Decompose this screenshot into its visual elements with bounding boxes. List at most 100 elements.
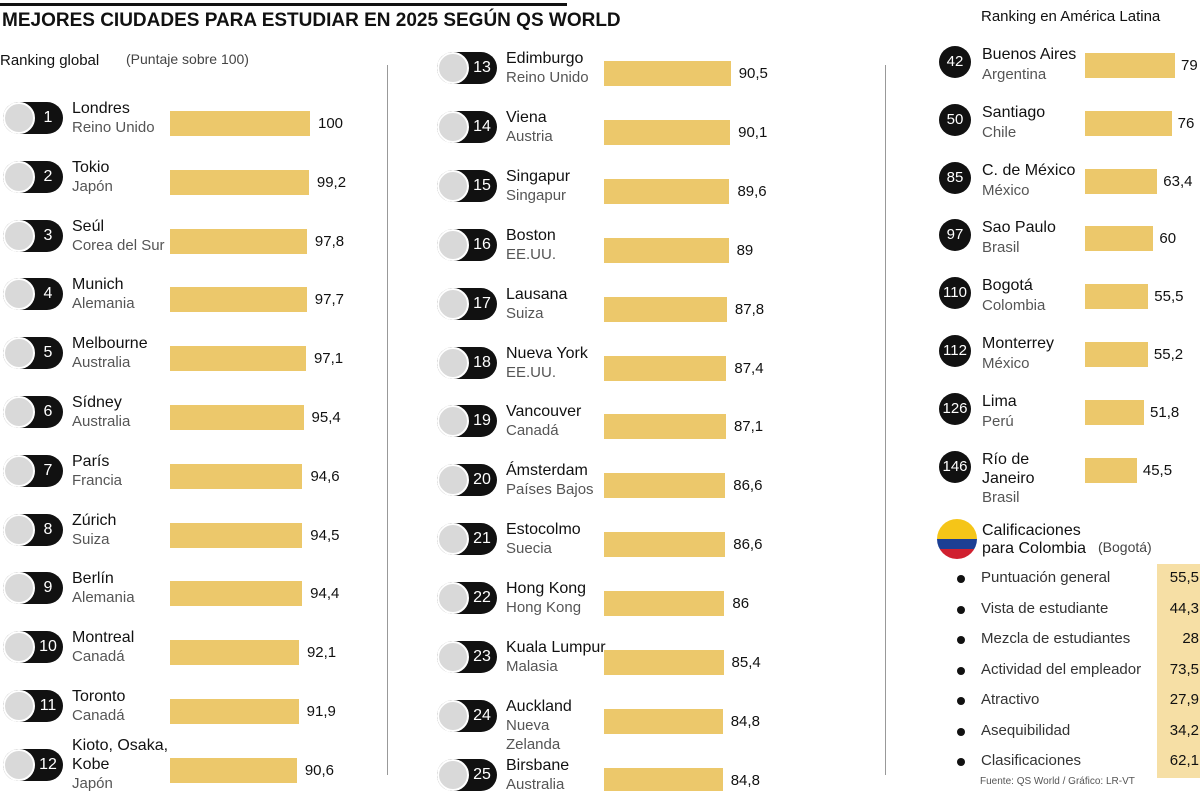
value-label: 79 — [1181, 57, 1198, 74]
rank-circle — [939, 277, 971, 310]
country: Países Bajos — [506, 481, 594, 499]
rank: 12 — [39, 755, 57, 773]
value-label: 94,6 — [310, 467, 340, 485]
flag — [437, 464, 469, 497]
country: Suiza — [72, 530, 110, 548]
country: Canadá — [506, 422, 559, 440]
bar — [1085, 342, 1148, 367]
country: Brasil — [982, 488, 1020, 506]
country: Francia — [72, 471, 123, 489]
value-label: 85,4 — [731, 654, 761, 671]
rank: 4 — [43, 285, 53, 303]
bar — [170, 757, 297, 783]
country: Reino Unido — [72, 119, 155, 136]
source: Fuente: QS World / Gráfico: LR-VT — [980, 776, 1135, 787]
rank-circle — [939, 450, 971, 483]
score-value: 28 — [1182, 630, 1199, 647]
colombia-note: (Bogotá) — [1098, 539, 1152, 555]
value-label: 86,6 — [733, 536, 763, 554]
flag — [437, 346, 469, 379]
bullet — [957, 605, 965, 614]
value-label: 84,8 — [730, 771, 760, 789]
value-label: 100 — [318, 115, 344, 132]
rank-circle — [939, 103, 971, 136]
city: C. de México — [982, 161, 1076, 179]
bar — [1085, 168, 1158, 194]
rank: 18 — [473, 353, 491, 371]
country: Nueva Zelanda — [506, 716, 561, 753]
rank: 3 — [43, 226, 53, 244]
city: Zúrich — [72, 511, 117, 529]
value-label: 89 — [736, 241, 754, 259]
bar — [1085, 457, 1137, 483]
country: Japón — [72, 177, 113, 195]
flag — [437, 228, 469, 261]
city: Río de Janeiro — [982, 450, 1035, 487]
country: Perú — [982, 412, 1014, 430]
city-block: Tokio Japón — [72, 158, 172, 196]
country: Suiza — [506, 304, 544, 322]
score-value: 34,2 — [1169, 721, 1199, 739]
city-block: París Francia — [72, 452, 172, 490]
value-label: 97,8 — [314, 232, 345, 250]
bar — [604, 591, 725, 617]
city-block: Lausana Suiza — [506, 285, 606, 323]
score-value: 27,9 — [1169, 691, 1199, 708]
value-label: 97,1 — [313, 350, 344, 368]
rank-circle — [939, 392, 971, 425]
country: Brasil — [982, 239, 1020, 257]
bullet — [957, 697, 965, 705]
bar — [1085, 53, 1176, 78]
flag — [3, 337, 35, 370]
flag — [437, 405, 469, 438]
bar — [604, 119, 731, 145]
value-label: 87,8 — [734, 300, 765, 318]
city-block: Auckland Nueva Zelanda — [506, 697, 606, 754]
score-value: 55,5 — [1169, 569, 1199, 586]
score-box — [1157, 564, 1200, 595]
rank: 21 — [473, 530, 491, 548]
rank: 25 — [473, 765, 491, 783]
city: Kioto, Osaka, Kobe — [72, 736, 169, 773]
rank: 2 — [43, 167, 53, 185]
city-block: Singapur Singapur — [506, 167, 606, 205]
rank: 19 — [473, 412, 491, 430]
flag — [3, 160, 35, 193]
value-label: 55,2 — [1153, 346, 1184, 363]
city-block: Melbourne Australia — [72, 334, 172, 372]
score-name: Actividad del empleador — [981, 660, 1142, 678]
bar — [170, 111, 310, 136]
bullet — [957, 666, 965, 675]
rank-circle — [939, 46, 971, 78]
score-box — [1157, 686, 1200, 717]
rank-circle — [939, 219, 971, 252]
country: Singapur — [506, 186, 567, 204]
city-block: Montreal Canadá — [72, 628, 172, 666]
city: Santiago — [982, 103, 1046, 121]
bar — [170, 405, 304, 430]
score-name: Vista de estudiante — [981, 599, 1109, 617]
city-block: Edimburgo Reino Unido — [506, 49, 606, 87]
country: Malasia — [506, 658, 558, 675]
value-label: 91,9 — [306, 703, 336, 720]
country: EE.UU. — [506, 245, 557, 263]
bar — [604, 237, 729, 263]
bar — [604, 650, 724, 675]
global-label: Ranking global — [0, 52, 100, 69]
value-label: 60 — [1159, 230, 1177, 248]
bar — [170, 346, 306, 372]
flag — [437, 582, 469, 615]
flag — [3, 513, 35, 546]
bar — [170, 699, 299, 724]
city: Singapur — [506, 167, 571, 185]
bar — [604, 61, 731, 86]
city: Lima — [982, 392, 1017, 410]
value-label: 87,4 — [734, 359, 764, 377]
bullet — [957, 758, 965, 766]
city-block: Estocolmo Suecia — [506, 520, 606, 558]
score-box — [1157, 716, 1200, 748]
bullet — [957, 575, 965, 583]
bar — [604, 473, 726, 499]
value-label: 51,8 — [1150, 403, 1180, 421]
